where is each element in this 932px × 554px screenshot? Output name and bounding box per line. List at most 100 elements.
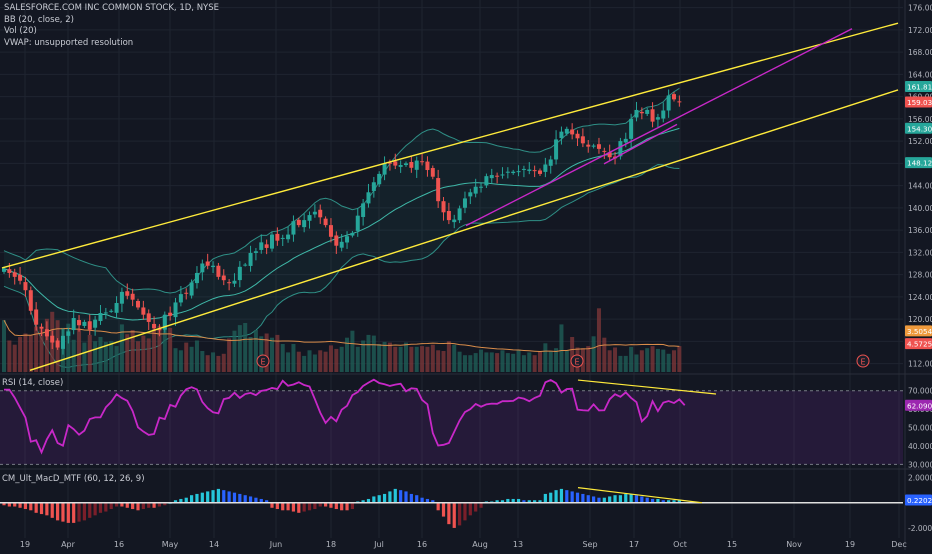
earnings-letter: E xyxy=(860,358,865,367)
volume-bar xyxy=(650,346,655,372)
drawn-trendlines[interactable] xyxy=(1,22,899,371)
candle-body xyxy=(87,321,92,330)
macd-hist-bar xyxy=(286,502,290,511)
volume-bar xyxy=(34,326,39,372)
magenta-support-line xyxy=(603,123,678,165)
volume-bar xyxy=(253,330,258,372)
time-tick-label: 18 xyxy=(326,540,336,549)
macd-tick-label: 2.0000 xyxy=(908,474,932,483)
volume-bar xyxy=(430,344,435,372)
macd-hist-bar xyxy=(581,493,585,503)
candle-body xyxy=(596,144,601,149)
candle-body xyxy=(446,210,451,221)
candle-body xyxy=(7,269,12,273)
candle-body xyxy=(591,145,596,147)
vwap-legend[interactable]: VWAP: unsupported resolution xyxy=(4,37,134,48)
macd-hist-bar xyxy=(399,490,403,503)
macd-hist-bar xyxy=(98,502,103,513)
volume-bar xyxy=(355,346,360,372)
symbol-title[interactable]: SALESFORCE.COM INC COMMON STOCK, 1D, NYS… xyxy=(4,3,220,13)
macd-hist-bar xyxy=(458,502,462,526)
candle-body xyxy=(168,312,173,316)
candle-body xyxy=(312,211,317,215)
candle-body xyxy=(44,329,49,337)
price-tag: 159.03 xyxy=(905,96,932,108)
macd-hist-bar xyxy=(88,502,92,518)
macd-hist-bar xyxy=(431,500,435,503)
candle-body xyxy=(361,203,366,217)
candle-body xyxy=(328,225,333,237)
macd-hist-bar xyxy=(650,498,655,503)
candle-body xyxy=(286,234,291,240)
candle-body xyxy=(227,282,232,284)
macd-legend[interactable]: CM_Ult_MacD_MTF (60, 12, 26, 9) xyxy=(2,474,145,484)
volume-bar xyxy=(173,348,178,372)
time-tick-label: 16 xyxy=(417,540,427,549)
price-tick-label: 152.00 xyxy=(908,137,932,146)
macd-hist-bar xyxy=(18,502,22,508)
candle-body xyxy=(157,328,162,331)
macd-hist-bar xyxy=(147,502,151,508)
volume-bar xyxy=(141,335,146,372)
candle-body xyxy=(414,160,419,170)
candle-body xyxy=(538,170,542,174)
price-tag-label: 148.12 xyxy=(907,159,932,168)
price-tag: 3.5054M xyxy=(905,325,932,337)
candle-body xyxy=(323,218,328,226)
volume-bar xyxy=(184,342,189,372)
candle-body xyxy=(586,144,591,147)
earnings-circle xyxy=(570,354,584,368)
macd-hist-bar xyxy=(645,497,649,503)
macd-hist-bar xyxy=(23,502,28,510)
candle-body xyxy=(629,118,634,139)
candle-body xyxy=(216,265,221,277)
volume-bar xyxy=(484,352,489,372)
candle-body xyxy=(2,268,6,272)
vol-legend[interactable]: Vol (20) xyxy=(4,26,37,36)
candle-body xyxy=(350,232,355,236)
candle-body xyxy=(291,221,296,235)
macd-hist-bar xyxy=(114,502,119,507)
candlesticks[interactable] xyxy=(2,89,682,355)
volume-bar xyxy=(291,344,296,372)
volume-bar xyxy=(425,346,430,372)
macd-value-tag-label: 0.2202 xyxy=(907,496,932,505)
candle-body xyxy=(580,136,585,144)
candle-body xyxy=(103,312,108,314)
time-tick-label: Sep xyxy=(582,540,597,549)
macd-tick-label: -2.0000 xyxy=(908,524,932,533)
macd-hist-bar xyxy=(608,496,612,503)
time-axis[interactable]: 19 Apr 16 May 14 Jun 18 Jul 16 Aug 13 Sep 17 Oct 15 Nov… xyxy=(20,540,907,549)
rsi-tick-label: 70.0000 xyxy=(908,387,932,396)
macd-pane[interactable] xyxy=(0,487,903,528)
volume-bar xyxy=(200,351,205,372)
volume-bar xyxy=(232,330,237,372)
candle-body xyxy=(211,265,216,268)
rsi-legend[interactable]: RSI (14, close) xyxy=(2,378,64,388)
macd-hist-bar xyxy=(516,498,521,503)
bb-legend[interactable]: BB (20, close, 2) xyxy=(4,14,74,25)
volume-bar xyxy=(109,341,114,372)
macd-hist-bar xyxy=(211,490,215,503)
candle-body xyxy=(468,192,473,197)
macd-hist-bar xyxy=(131,502,135,510)
candle-body xyxy=(650,109,655,122)
volume-bar xyxy=(345,337,350,372)
earnings-circle xyxy=(256,354,270,368)
macd-hist-bar xyxy=(533,500,537,503)
macd-hist-bar xyxy=(366,498,371,503)
volume-bar xyxy=(216,355,221,372)
macd-hist-bar xyxy=(667,500,671,503)
macd-hist-bar xyxy=(522,500,526,503)
candle-body xyxy=(404,163,408,166)
price-tag-box xyxy=(905,122,932,134)
rsi-pane[interactable] xyxy=(0,378,903,465)
volume-bar xyxy=(119,324,124,372)
macd-hist-bar xyxy=(29,502,33,511)
candle-body xyxy=(570,129,575,135)
volume-bar xyxy=(527,352,532,372)
price-tick-label: 168.00 xyxy=(908,48,932,57)
rsi-band xyxy=(0,390,903,465)
